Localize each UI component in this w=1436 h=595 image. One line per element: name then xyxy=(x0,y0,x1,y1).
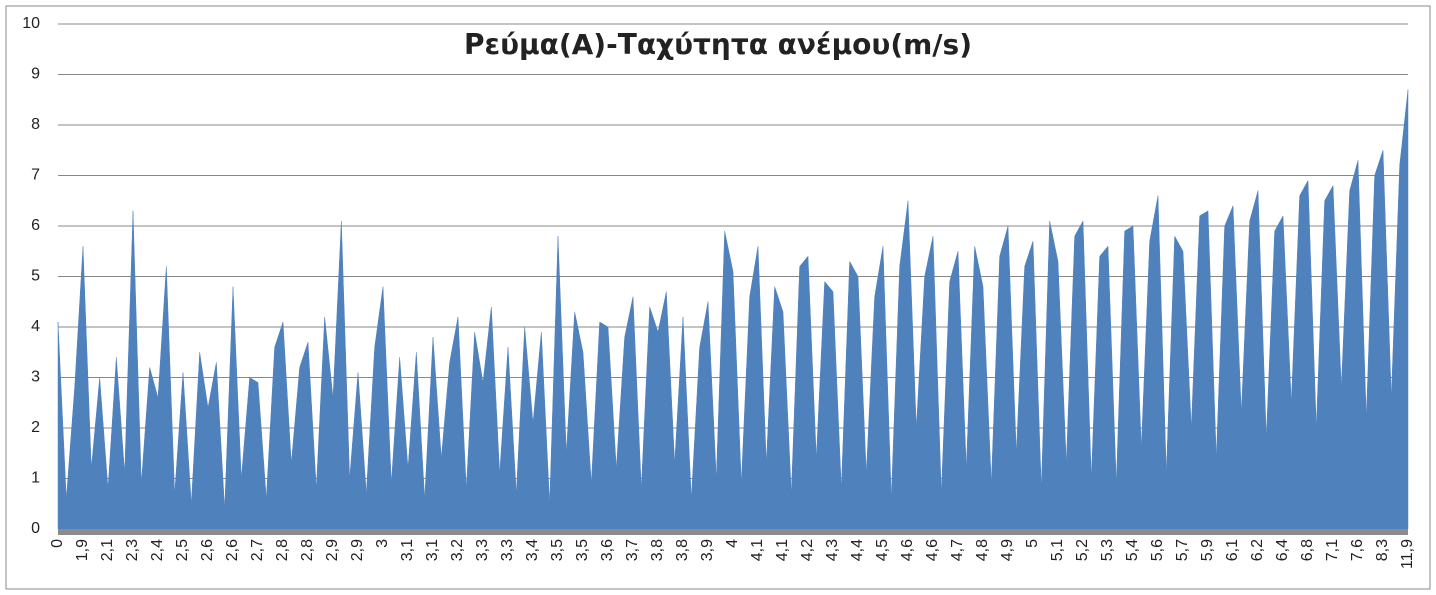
x-tick-label: 5,7 xyxy=(1174,539,1191,561)
y-tick-label: 0 xyxy=(31,520,40,537)
x-tick-label: 8,3 xyxy=(1374,539,1391,561)
x-tick-label: 3,3 xyxy=(474,539,491,561)
x-tick-label: 11,9 xyxy=(1399,539,1416,569)
x-tick-label: 2,7 xyxy=(249,539,266,561)
area xyxy=(57,89,1409,530)
y-tick-label: 3 xyxy=(31,369,40,386)
x-tick-label: 2,3 xyxy=(124,539,141,561)
x-tick-label: 5,9 xyxy=(1199,539,1216,561)
x-tick-label: 6,4 xyxy=(1274,539,1291,561)
x-tick-label: 7,6 xyxy=(1349,539,1366,561)
x-tick-label: 4,9 xyxy=(999,539,1016,561)
x-tick-label: 3,2 xyxy=(449,539,466,561)
y-tick-label: 1 xyxy=(31,470,40,487)
x-tick-label: 5,1 xyxy=(1049,539,1066,561)
x-tick-label: 2,8 xyxy=(274,539,291,561)
x-tick-label: 3,7 xyxy=(624,539,641,561)
x-tick-label: 4,6 xyxy=(899,539,916,561)
x-tick-label: 3,5 xyxy=(574,539,591,561)
y-tick-label: 5 xyxy=(31,268,40,285)
x-tick-label: 4,1 xyxy=(749,539,766,561)
x-tick-label: 3,1 xyxy=(424,539,441,561)
x-tick-label: 5 xyxy=(1024,539,1041,548)
x-tick-label: 3,5 xyxy=(549,539,566,561)
x-tick-label: 5,4 xyxy=(1124,539,1141,561)
x-tick-label: 4,7 xyxy=(949,539,966,561)
x-tick-label: 6,1 xyxy=(1224,539,1241,561)
x-tick-label: 2,6 xyxy=(224,539,241,561)
x-tick-label: 3,6 xyxy=(599,539,616,561)
chart-title: Ρεύμα(A)-Ταχύτητα ανέμου(m/s) xyxy=(464,28,972,61)
x-tick-label: 4,4 xyxy=(849,539,866,561)
x-tick-label: 6,8 xyxy=(1299,539,1316,561)
y-tick-label: 9 xyxy=(31,66,40,83)
x-tick-label: 2,9 xyxy=(324,539,341,561)
x-tick-label: 7,1 xyxy=(1324,539,1341,561)
y-tick-label: 10 xyxy=(22,15,40,32)
x-tick-label: 3,4 xyxy=(524,539,541,561)
x-tick-label: 5,2 xyxy=(1074,539,1091,561)
x-tick-label: 2,6 xyxy=(199,539,216,561)
x-tick-label: 4 xyxy=(724,539,741,548)
x-tick-label: 3,1 xyxy=(399,539,416,561)
x-tick-label: 6,2 xyxy=(1249,539,1266,561)
x-tick-label: 3,3 xyxy=(499,539,516,561)
y-tick-label: 8 xyxy=(31,116,40,133)
x-tick-label: 3,8 xyxy=(649,539,666,561)
x-tick-label: 3,9 xyxy=(699,539,716,561)
x-tick-label: 2,1 xyxy=(99,539,116,561)
x-tick-label: 4,6 xyxy=(924,539,941,561)
x-tick-label: 2,5 xyxy=(174,539,191,561)
x-tick-label: 4,3 xyxy=(824,539,841,561)
x-tick-label: 3 xyxy=(374,539,391,548)
x-tick-label: 2,9 xyxy=(349,539,366,561)
axis-floor xyxy=(58,529,1408,535)
y-tick-label: 6 xyxy=(31,217,40,234)
x-tick-label: 0 xyxy=(49,539,66,548)
y-tick-label: 4 xyxy=(31,318,40,335)
x-tick-label: 4,1 xyxy=(774,539,791,561)
x-tick-label: 5,6 xyxy=(1149,539,1166,561)
y-tick-label: 2 xyxy=(31,419,40,436)
y-tick-label: 7 xyxy=(31,167,40,184)
x-tick-label: 4,5 xyxy=(874,539,891,561)
x-tick-label: 1,9 xyxy=(74,539,91,561)
x-tick-label: 3,8 xyxy=(674,539,691,561)
x-tick-label: 5,3 xyxy=(1099,539,1116,561)
x-tick-label: 2,8 xyxy=(299,539,316,561)
x-tick-label: 4,8 xyxy=(974,539,991,561)
x-tick-label: 4,2 xyxy=(799,539,816,561)
x-tick-label: 2,4 xyxy=(149,539,166,561)
